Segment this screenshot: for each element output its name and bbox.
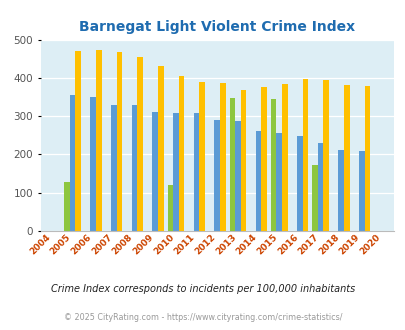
Bar	[317, 143, 322, 231]
Text: Crime Index corresponds to incidents per 100,000 inhabitants: Crime Index corresponds to incidents per…	[51, 284, 354, 294]
Bar	[158, 66, 163, 231]
Bar	[75, 51, 81, 231]
Text: © 2025 CityRating.com - https://www.cityrating.com/crime-statistics/: © 2025 CityRating.com - https://www.city…	[64, 313, 341, 322]
Bar	[261, 87, 266, 231]
Bar	[178, 76, 184, 231]
Bar	[70, 95, 75, 231]
Bar	[343, 85, 349, 231]
Bar	[337, 150, 343, 231]
Bar	[116, 52, 122, 231]
Bar	[193, 113, 199, 231]
Bar	[132, 106, 137, 231]
Bar	[64, 182, 70, 231]
Bar	[255, 131, 261, 231]
Bar	[111, 106, 116, 231]
Bar	[358, 151, 364, 231]
Bar	[311, 165, 317, 231]
Bar	[276, 133, 281, 231]
Bar	[281, 84, 287, 231]
Bar	[322, 80, 328, 231]
Bar	[90, 97, 96, 231]
Bar	[137, 57, 143, 231]
Bar	[296, 136, 302, 231]
Bar	[167, 185, 173, 231]
Bar	[302, 79, 307, 231]
Bar	[270, 99, 276, 231]
Bar	[96, 50, 101, 231]
Bar	[234, 121, 240, 231]
Bar	[173, 113, 178, 231]
Bar	[220, 83, 225, 231]
Bar	[214, 119, 220, 231]
Bar	[199, 82, 205, 231]
Bar	[229, 98, 234, 231]
Bar	[152, 112, 158, 231]
Bar	[240, 90, 245, 231]
Title: Barnegat Light Violent Crime Index: Barnegat Light Violent Crime Index	[79, 20, 354, 34]
Bar	[364, 86, 369, 231]
